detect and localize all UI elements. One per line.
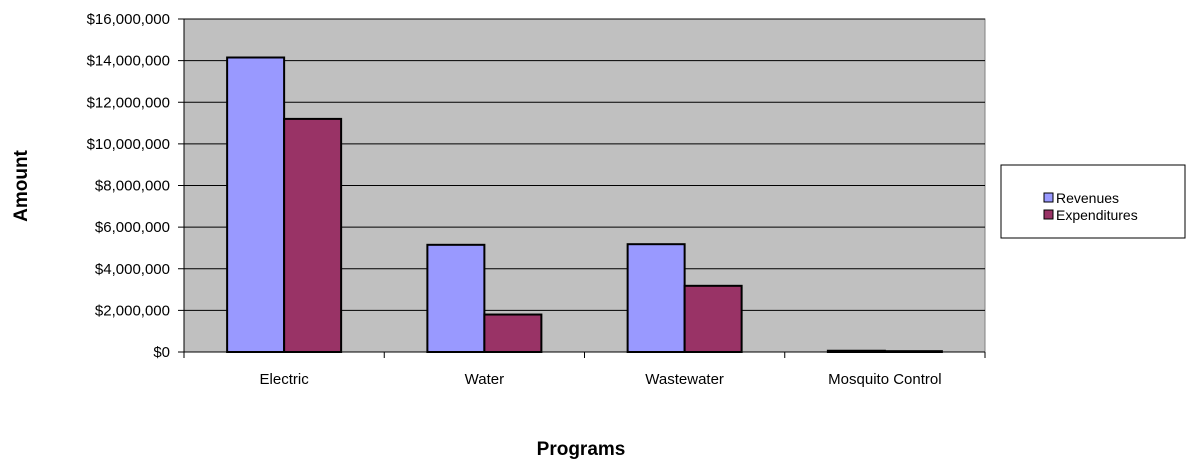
bar-expenditures-electric [283, 117, 343, 354]
y-axis-title: Amount [11, 149, 32, 221]
x-tick-label: Electric [260, 371, 310, 388]
bar-revenues-wastewater [626, 243, 686, 353]
axes [178, 18, 986, 358]
bar-revenues-water [426, 243, 486, 353]
x-tick-label: Mosquito Control [828, 371, 941, 388]
y-tick-label: $16,000,000 [87, 11, 170, 28]
x-tick-label: Water [465, 371, 504, 388]
y-tick-label: $14,000,000 [87, 53, 170, 70]
y-tick-label: $12,000,000 [87, 94, 170, 111]
y-tick-label: $4,000,000 [95, 261, 170, 278]
y-tick-label: $10,000,000 [87, 136, 170, 153]
x-axis-title: Programs [537, 439, 626, 460]
bar-revenues-electric [226, 56, 286, 354]
legend-label-expenditures: Expenditures [1056, 207, 1138, 223]
y-tick-label: $6,000,000 [95, 219, 170, 236]
x-tick-labels: Electric Water Wastewater Mosquito Control [260, 371, 942, 388]
legend-label-revenues: Revenues [1056, 190, 1119, 206]
legend: Revenues Expenditures [1000, 164, 1186, 239]
y-tick-labels: $0 $2,000,000 $4,000,000 $6,000,000 $8,000,0… [87, 11, 170, 361]
bars [226, 56, 943, 354]
legend-swatch-expenditures [1043, 209, 1054, 220]
bar-expenditures-wastewater [683, 284, 743, 353]
bar-expenditures-water [483, 313, 543, 354]
y-tick-label: $0 [153, 344, 170, 361]
y-tick-label: $2,000,000 [95, 302, 170, 319]
x-tick-label: Wastewater [645, 371, 724, 388]
y-tick-label: $8,000,000 [95, 178, 170, 195]
legend-swatch-revenues [1043, 192, 1054, 203]
legend-box [1000, 164, 1186, 239]
